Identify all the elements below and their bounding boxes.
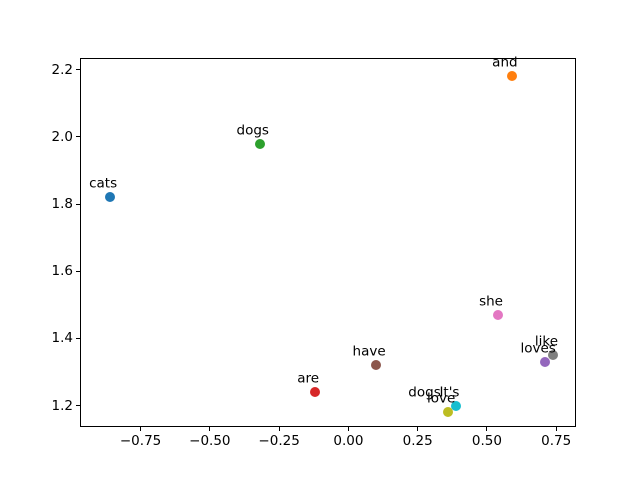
scatter-point-dogs [254,138,265,149]
x-tick-label: −0.25 [258,433,300,449]
x-tick-mark [278,426,280,431]
x-tick-mark [486,426,488,431]
scatter-point-have [371,360,382,371]
plot-area: −0.75 −0.50 −0.25 0.00 0.25 0.50 0.75 1.2 1.4 1.6… [52,54,576,449]
y-tick-label: 1.8 [51,196,73,213]
y-tick-label: 1.4 [51,330,73,347]
point-label-like: like [534,333,559,350]
point-label-and: and [492,54,518,71]
scatter-point-it's [451,400,462,411]
point-label-dogs: dogs [236,122,269,139]
y-tick-label: 2.0 [51,128,73,145]
y-tick-label: 1.6 [51,263,73,280]
scatter-point-like [548,350,559,361]
x-tick-mark [555,426,557,431]
y-tick-mark [76,405,81,406]
point-label-cats: cats [89,175,118,192]
point-label-are: are [297,370,320,387]
y-tick-mark [76,69,81,71]
y-tick-mark [76,136,81,138]
y-tick-mark [76,270,81,272]
x-tick-label: −0.50 [189,433,231,449]
scatter-point-she [493,309,504,320]
scatter-point-are [310,387,321,398]
x-tick-label: 0.50 [471,433,502,449]
y-tick-mark [76,337,81,339]
y-tick-label: 1.2 [51,397,73,414]
scatter-point-cats [105,192,116,203]
point-label-she: she [479,293,503,310]
x-tick-label: −0.75 [119,433,162,449]
x-tick-label: 0.75 [541,433,572,449]
y-tick-mark [76,203,81,205]
point-label-loves: loves [520,340,556,357]
x-tick-label: 0.25 [402,433,433,449]
x-tick-mark [417,426,419,431]
point-label-it's: It's [439,383,460,400]
x-tick-mark [140,426,142,431]
scatter-dots-layer [81,59,575,426]
axes-ticks-layer: −0.75 −0.50 −0.25 0.00 0.25 0.50 0.75 1.2 1.4 1.6… [52,59,575,449]
point-label-dogs: dogs [408,383,441,400]
scatter-point-love [443,407,454,418]
point-label-have: have [352,343,386,360]
scatter-point-and [506,71,517,82]
point-labels-layer: cats and dogs are loves have she like love It's do… [81,54,575,426]
scatter-point-loves [540,356,551,367]
x-tick-mark [209,426,211,431]
x-tick-label: 0.00 [333,433,364,449]
y-tick-label: 2.2 [51,61,73,78]
x-tick-mark [347,426,349,431]
point-label-love: love [426,390,456,407]
